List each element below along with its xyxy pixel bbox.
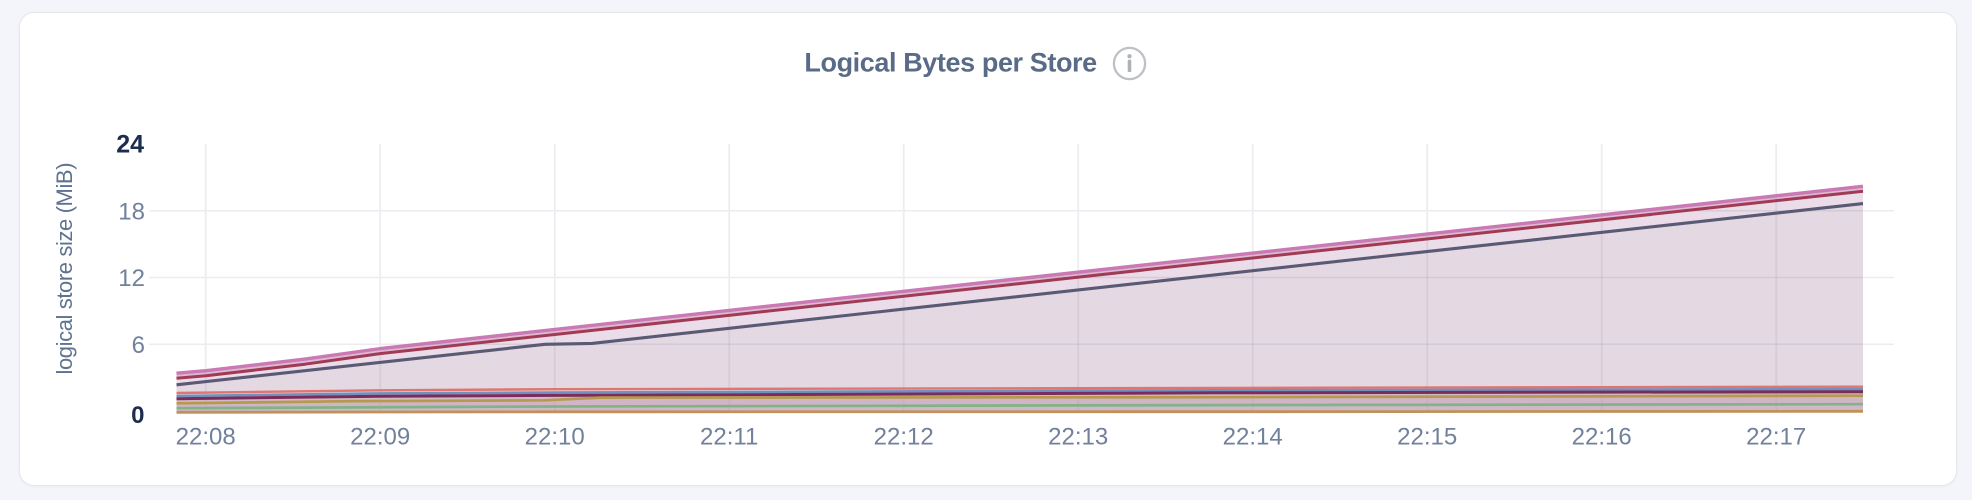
svg-text:6: 6 — [132, 332, 145, 359]
svg-text:22:16: 22:16 — [1572, 424, 1632, 451]
svg-text:22:10: 22:10 — [525, 424, 585, 451]
svg-text:22:13: 22:13 — [1048, 424, 1108, 451]
svg-text:24: 24 — [116, 131, 144, 159]
svg-text:Logical Bytes per Store: Logical Bytes per Store — [804, 48, 1097, 78]
svg-text:22:08: 22:08 — [176, 424, 236, 451]
svg-text:22:17: 22:17 — [1746, 424, 1806, 451]
svg-text:0: 0 — [131, 402, 144, 429]
svg-text:22:15: 22:15 — [1397, 424, 1457, 451]
svg-text:22:09: 22:09 — [350, 424, 410, 451]
svg-text:22:11: 22:11 — [700, 424, 758, 451]
svg-text:22:12: 22:12 — [874, 424, 934, 451]
svg-text:22:14: 22:14 — [1223, 424, 1283, 451]
svg-text:12: 12 — [118, 265, 145, 292]
svg-text:18: 18 — [118, 199, 145, 226]
svg-text:logical store size (MiB): logical store size (MiB) — [52, 163, 77, 375]
